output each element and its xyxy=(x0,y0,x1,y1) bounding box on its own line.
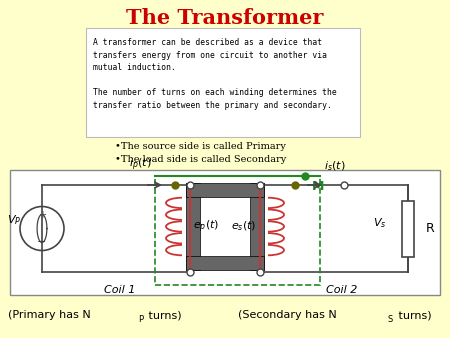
Text: Coil 2: Coil 2 xyxy=(326,285,358,295)
Text: turns): turns) xyxy=(145,310,182,320)
FancyBboxPatch shape xyxy=(86,28,360,137)
Text: −: − xyxy=(37,238,47,247)
Bar xyxy=(186,256,264,270)
Text: The Transformer: The Transformer xyxy=(126,8,324,28)
Text: M: M xyxy=(312,180,324,193)
Text: $V_P$: $V_P$ xyxy=(7,214,21,227)
Text: S: S xyxy=(388,315,393,324)
Text: A transformer can be described as a device that
transfers energy from one circui: A transformer can be described as a devi… xyxy=(93,38,327,72)
Text: •The source side is called Primary: •The source side is called Primary xyxy=(115,142,286,151)
Text: $i_p(t)$: $i_p(t)$ xyxy=(129,156,151,173)
Text: •The load side is called Secondary: •The load side is called Secondary xyxy=(115,155,286,164)
Text: turns): turns) xyxy=(395,310,432,320)
Text: (Secondary has N: (Secondary has N xyxy=(238,310,337,320)
Bar xyxy=(402,200,414,257)
Text: $i_s(t)$: $i_s(t)$ xyxy=(324,160,346,173)
Text: $V_s$: $V_s$ xyxy=(373,217,387,231)
Text: $e_p(t)$: $e_p(t)$ xyxy=(193,218,219,235)
Bar xyxy=(10,170,440,295)
Bar xyxy=(186,183,264,197)
Bar xyxy=(250,183,264,270)
Text: R: R xyxy=(426,222,435,235)
Text: Coil 1: Coil 1 xyxy=(104,285,136,295)
Bar xyxy=(155,176,320,285)
Bar xyxy=(186,183,200,270)
Text: The number of turns on each winding determines the
transfer ratio between the pr: The number of turns on each winding dete… xyxy=(93,88,337,110)
Text: $e_s(t)$: $e_s(t)$ xyxy=(231,220,256,233)
Text: +: + xyxy=(38,210,46,219)
Text: (Primary has N: (Primary has N xyxy=(8,310,91,320)
Text: P: P xyxy=(138,315,143,324)
